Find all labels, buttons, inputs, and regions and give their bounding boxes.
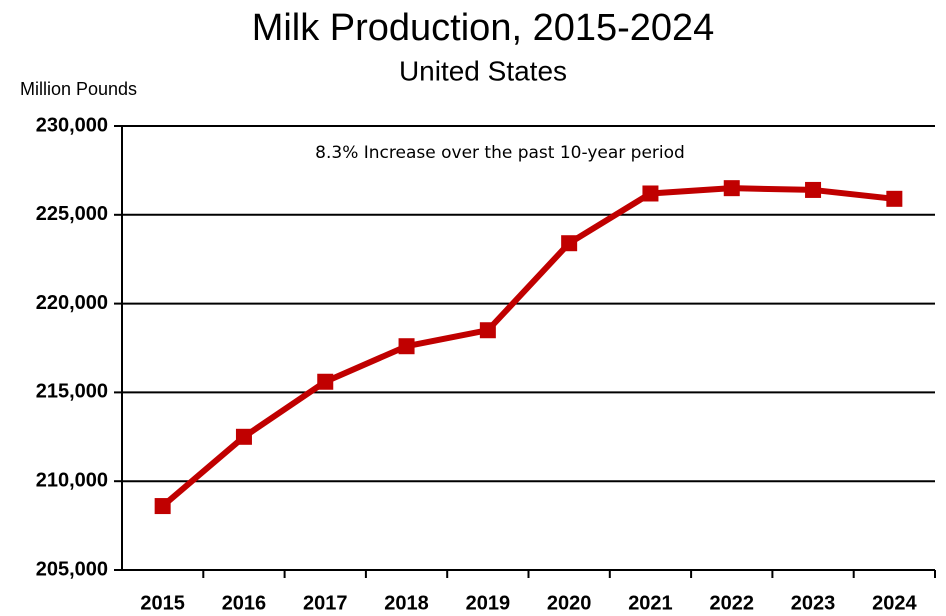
x-tick-label: 2024 [872, 592, 917, 614]
marker [479, 322, 496, 339]
x-tick-label: 2023 [791, 592, 836, 614]
marker [805, 181, 822, 198]
y-tick-label: 220,000 [36, 292, 108, 314]
marker [235, 428, 252, 445]
marker [723, 180, 740, 197]
marker [398, 338, 415, 355]
line [160, 185, 895, 509]
y-tick-label: 205,000 [36, 558, 108, 580]
y-tick-label: 225,000 [36, 203, 108, 225]
x-tick-label: 2016 [222, 592, 267, 614]
annotation: 8.3% Increase over the past 10-year peri… [315, 143, 685, 163]
marker [154, 498, 171, 515]
marker [561, 235, 578, 252]
y-axis-title: Million Pounds [20, 79, 137, 99]
x-tick-label: 2018 [384, 592, 429, 614]
x-tick-label: 2017 [303, 592, 348, 614]
x-tick-label: 2015 [140, 592, 185, 614]
marker [886, 190, 903, 207]
x-tick-label: 2020 [547, 592, 592, 614]
y-tick-label: 215,000 [36, 381, 108, 403]
chart-subtitle: United States [399, 55, 567, 86]
y-tick-label: 210,000 [36, 469, 108, 491]
chart-title: Milk Production, 2015-2024 [252, 7, 715, 49]
x-tick-label: 2021 [628, 592, 673, 614]
marker [642, 185, 659, 202]
y-tick-label: 230,000 [36, 114, 108, 136]
marker [317, 373, 334, 390]
x-tick-label: 2022 [710, 592, 755, 614]
x-tick-label: 2019 [466, 592, 511, 614]
